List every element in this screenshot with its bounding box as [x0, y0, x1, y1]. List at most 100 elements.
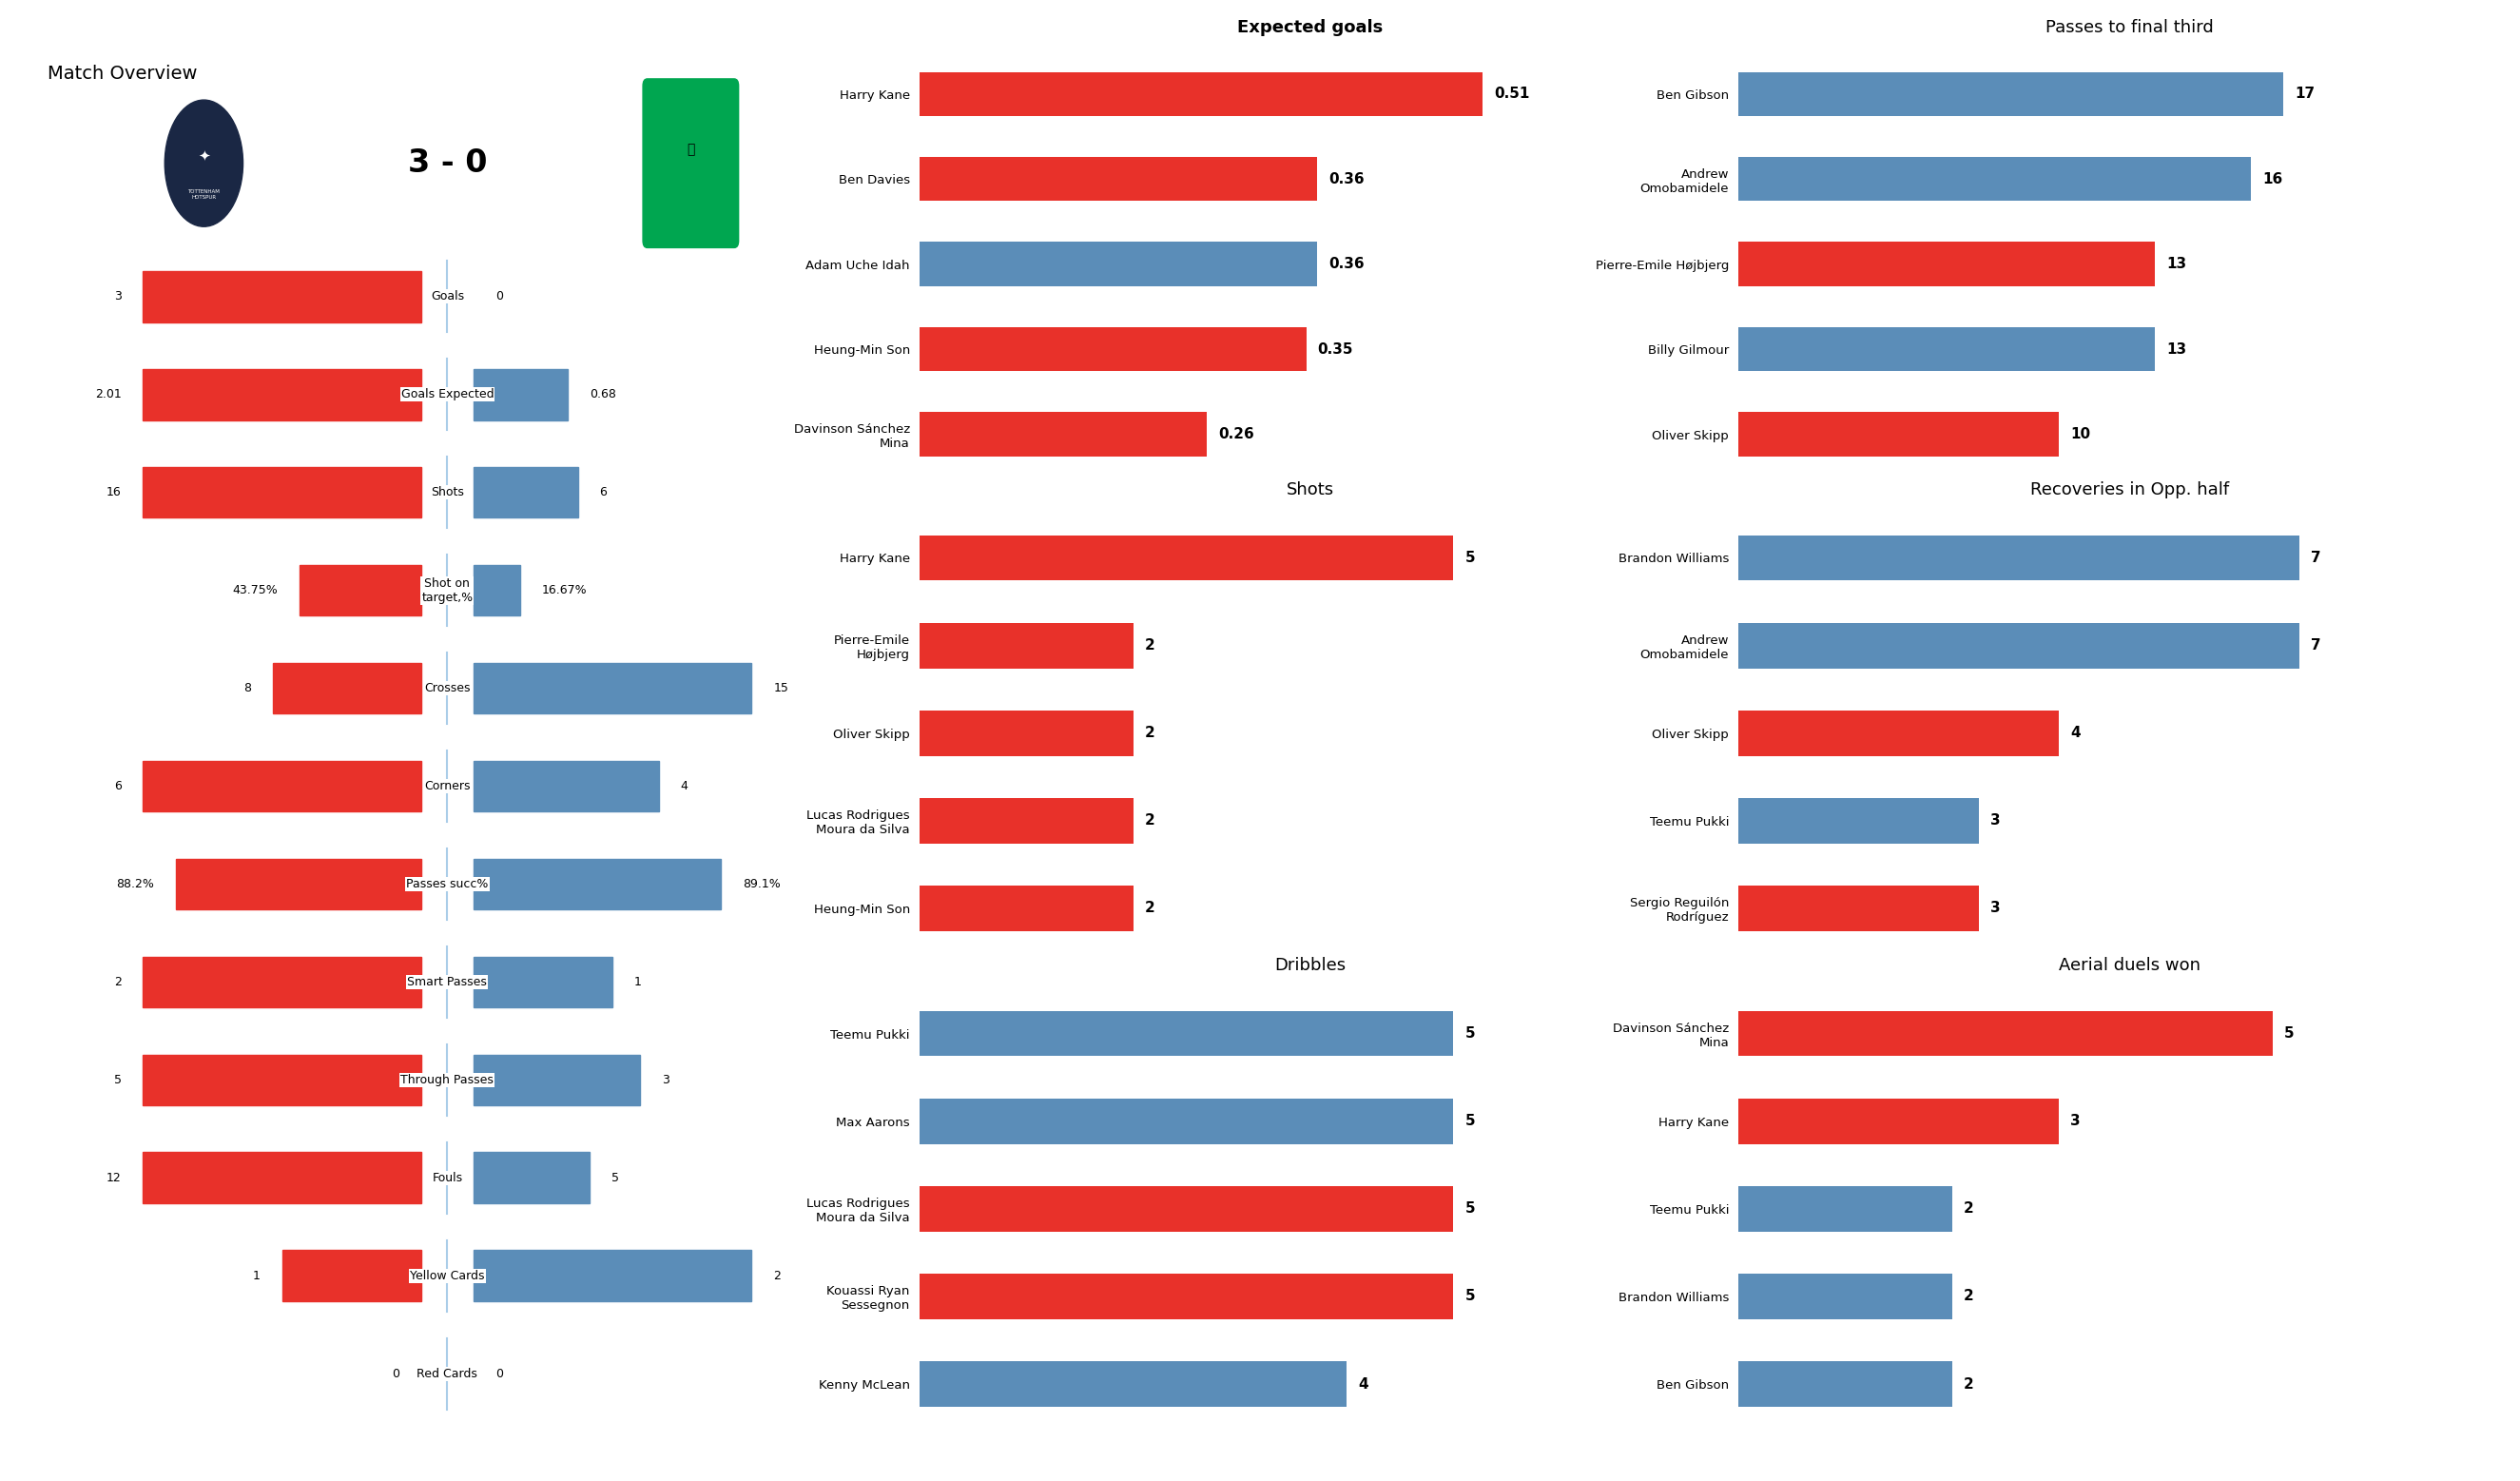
Text: 4: 4 [1358, 1377, 1368, 1391]
Bar [1739, 622, 2298, 668]
Bar [1739, 1010, 2273, 1056]
Text: 2: 2 [1963, 1377, 1973, 1391]
Bar [474, 564, 519, 616]
Text: 88.2%: 88.2% [116, 878, 154, 890]
Bar [1739, 1274, 1953, 1320]
Bar [1739, 241, 2155, 286]
Text: 0.68: 0.68 [590, 388, 615, 401]
Text: Goals: Goals [431, 290, 464, 302]
Text: 10: 10 [2071, 427, 2092, 441]
Text: Shots: Shots [431, 486, 464, 499]
Bar [474, 467, 577, 518]
Bar [1739, 327, 2155, 372]
Bar [920, 798, 1134, 844]
Text: 5: 5 [1464, 1114, 1474, 1129]
Text: Passes succ%: Passes succ% [406, 878, 489, 890]
Bar [144, 369, 421, 421]
Bar [300, 564, 421, 616]
Text: 2: 2 [1144, 813, 1154, 828]
Text: 2: 2 [1144, 638, 1154, 653]
Text: 5: 5 [1464, 1201, 1474, 1216]
Text: 0.51: 0.51 [1494, 87, 1530, 101]
Text: 0.35: 0.35 [1318, 342, 1353, 357]
Text: 5: 5 [1464, 1290, 1474, 1303]
Bar [920, 327, 1305, 372]
Bar [474, 369, 567, 421]
Bar [282, 1250, 421, 1302]
Title: Shots: Shots [1288, 481, 1333, 499]
Text: Red Cards: Red Cards [416, 1367, 479, 1380]
Bar [144, 271, 421, 321]
Text: Fouls: Fouls [431, 1171, 464, 1183]
Bar [920, 622, 1134, 668]
Bar [1739, 157, 2250, 201]
Text: 2: 2 [1963, 1201, 1973, 1216]
Bar [1739, 1361, 1953, 1407]
Text: 2: 2 [113, 976, 121, 988]
Circle shape [164, 101, 242, 227]
Text: 17: 17 [2296, 87, 2316, 101]
Bar [920, 241, 1318, 286]
Bar [920, 886, 1134, 932]
Text: 13: 13 [2167, 258, 2187, 271]
Text: 3: 3 [663, 1074, 670, 1086]
Title: Recoveries in Opp. half: Recoveries in Opp. half [2031, 481, 2228, 499]
Bar [144, 957, 421, 1007]
Text: 2: 2 [1144, 726, 1154, 740]
Text: 🐦: 🐦 [688, 142, 696, 156]
Text: 3: 3 [113, 290, 121, 302]
Text: 7: 7 [2311, 638, 2321, 653]
Text: 5: 5 [113, 1074, 121, 1086]
Text: 16: 16 [2263, 172, 2283, 187]
Text: TOTTENHAM
HOTSPUR: TOTTENHAM HOTSPUR [189, 190, 219, 200]
Text: 3: 3 [1991, 902, 2001, 915]
Bar [1739, 412, 2059, 456]
Bar [474, 663, 751, 714]
Text: 3: 3 [1991, 813, 2001, 828]
Text: 0: 0 [494, 1367, 501, 1380]
Bar [1739, 535, 2298, 581]
Bar [272, 663, 421, 714]
Title: Aerial duels won: Aerial duels won [2059, 957, 2200, 974]
Bar [1739, 711, 2059, 755]
Text: 16: 16 [106, 486, 121, 499]
Text: Yellow Cards: Yellow Cards [411, 1269, 484, 1283]
Text: 5: 5 [2283, 1026, 2293, 1041]
Text: 0.36: 0.36 [1328, 172, 1363, 187]
Text: 16.67%: 16.67% [542, 584, 587, 597]
Text: 5: 5 [610, 1171, 617, 1183]
Text: 4: 4 [680, 780, 688, 792]
Bar [920, 157, 1318, 201]
Text: 1: 1 [252, 1269, 260, 1283]
Bar [144, 1054, 421, 1105]
Text: 0: 0 [494, 290, 501, 302]
Text: 0.26: 0.26 [1217, 427, 1255, 441]
Bar [474, 1152, 590, 1203]
Bar [920, 1274, 1454, 1320]
Text: Match Overview: Match Overview [48, 65, 197, 83]
Title: Expected goals: Expected goals [1237, 19, 1383, 36]
Text: Smart Passes: Smart Passes [408, 976, 486, 988]
Text: 5: 5 [1464, 551, 1474, 564]
Bar [920, 412, 1207, 456]
Bar [920, 711, 1134, 755]
Text: Goals Expected: Goals Expected [401, 388, 494, 401]
Text: 2.01: 2.01 [96, 388, 121, 401]
Text: 1: 1 [635, 976, 643, 988]
Bar [1739, 73, 2283, 116]
Bar [144, 467, 421, 518]
Text: 0: 0 [393, 1367, 401, 1380]
Bar [920, 1010, 1454, 1056]
Bar [474, 859, 721, 909]
Bar [1739, 1186, 1953, 1232]
Text: 4: 4 [2071, 726, 2082, 740]
Text: 12: 12 [106, 1171, 121, 1183]
Text: Corners: Corners [423, 780, 471, 792]
Text: 7: 7 [2311, 551, 2321, 564]
Bar [1739, 886, 1978, 932]
Text: ✦: ✦ [197, 150, 209, 163]
Text: 2: 2 [774, 1269, 781, 1283]
Text: 43.75%: 43.75% [232, 584, 277, 597]
Title: Dribbles: Dribbles [1275, 957, 1346, 974]
Text: Shot on
target,%: Shot on target,% [421, 578, 474, 604]
